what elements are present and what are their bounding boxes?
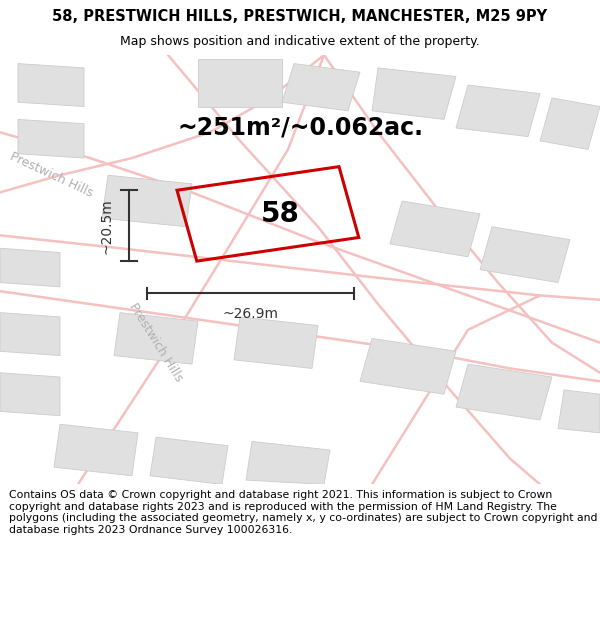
Text: Prestwich Hills: Prestwich Hills xyxy=(7,150,95,200)
Text: ~20.5m: ~20.5m xyxy=(99,198,113,254)
Polygon shape xyxy=(102,175,192,227)
Polygon shape xyxy=(246,441,330,484)
Polygon shape xyxy=(456,85,540,137)
Polygon shape xyxy=(282,64,360,111)
Polygon shape xyxy=(234,317,318,369)
Text: Map shows position and indicative extent of the property.: Map shows position and indicative extent… xyxy=(120,35,480,48)
Text: 58: 58 xyxy=(260,200,299,228)
Text: ~251m²/~0.062ac.: ~251m²/~0.062ac. xyxy=(177,116,423,140)
Polygon shape xyxy=(54,424,138,476)
Text: Contains OS data © Crown copyright and database right 2021. This information is : Contains OS data © Crown copyright and d… xyxy=(9,490,598,535)
Text: 58, PRESTWICH HILLS, PRESTWICH, MANCHESTER, M25 9PY: 58, PRESTWICH HILLS, PRESTWICH, MANCHEST… xyxy=(52,9,548,24)
Polygon shape xyxy=(18,64,84,106)
Polygon shape xyxy=(372,68,456,119)
Polygon shape xyxy=(114,312,198,364)
Text: Prestwich Hills: Prestwich Hills xyxy=(127,301,185,384)
Polygon shape xyxy=(150,437,228,484)
Polygon shape xyxy=(480,227,570,282)
Polygon shape xyxy=(540,98,600,149)
Polygon shape xyxy=(0,372,60,416)
Polygon shape xyxy=(558,390,600,433)
Polygon shape xyxy=(360,338,456,394)
Polygon shape xyxy=(390,201,480,257)
Text: ~26.9m: ~26.9m xyxy=(223,307,278,321)
Polygon shape xyxy=(18,119,84,158)
Polygon shape xyxy=(0,312,60,356)
Polygon shape xyxy=(0,248,60,287)
Polygon shape xyxy=(456,364,552,420)
Polygon shape xyxy=(198,59,282,106)
